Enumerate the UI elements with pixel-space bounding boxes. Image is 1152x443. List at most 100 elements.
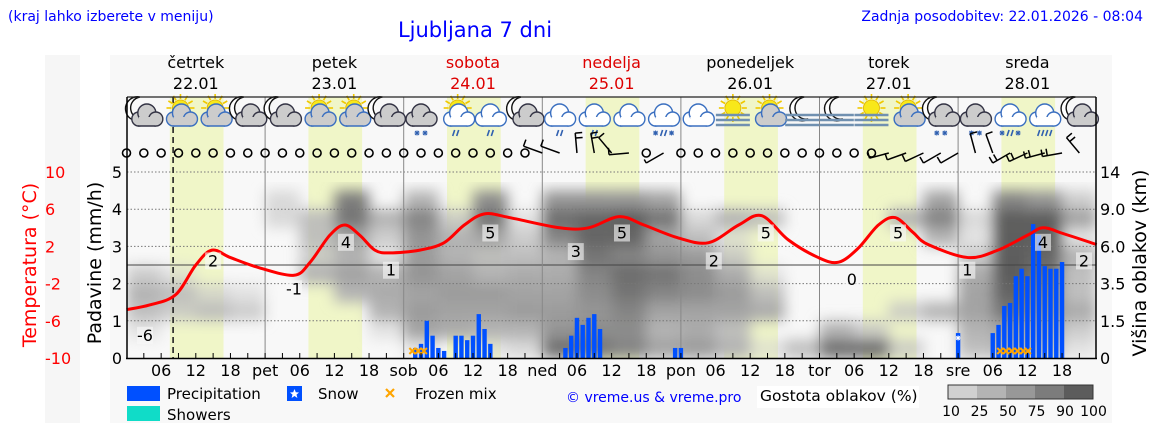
- cloud-cell: [992, 265, 1028, 284]
- cloud-cell: [646, 339, 681, 358]
- barb-feather: [1022, 151, 1027, 159]
- cloud-density-scale: 10 25 50 75 90 100: [942, 384, 1107, 420]
- sun-cloud-icon: [165, 94, 199, 127]
- day-date: 28.01: [1004, 74, 1050, 93]
- precip-tick-label: 3: [112, 237, 122, 256]
- temperature-label: 2: [208, 251, 218, 270]
- cloud-rain-icon: [1029, 103, 1062, 137]
- legend-showers-swatch: [127, 406, 160, 421]
- snow-star-icon: [290, 389, 299, 398]
- credit-link[interactable]: © vreme.us & vreme.pro: [566, 390, 741, 406]
- calm-wind-icon: [780, 148, 790, 158]
- cloud-cell: [403, 302, 439, 321]
- frozen-mix-marker: [414, 347, 422, 355]
- precipitation-bar: [955, 333, 961, 358]
- calm-wind-icon: [191, 148, 201, 158]
- temperature-label-bg: [890, 224, 907, 242]
- cloud-cell: [854, 320, 889, 340]
- calm-wind-icon: [468, 148, 478, 158]
- cloud-cell: [542, 227, 577, 247]
- cloud-base: [413, 117, 431, 126]
- calm-wind-icon: [814, 148, 825, 158]
- snow-flake: [414, 130, 420, 136]
- cloud-cell: [438, 302, 474, 321]
- cloud-cell: [473, 320, 508, 340]
- calm-wind-icon: [728, 148, 738, 158]
- temperature-tick-label: 10: [45, 163, 65, 182]
- barb-shaft: [523, 145, 543, 154]
- cloud-cell: [1062, 190, 1096, 210]
- frozen-mix-icon: [385, 388, 395, 398]
- temperature-label: 5: [617, 224, 627, 243]
- wind-barb-icon: [598, 132, 613, 154]
- cloud-base: [277, 117, 295, 126]
- barb-feather: [970, 131, 978, 135]
- cloud-cell: [958, 227, 993, 247]
- precip-tick-label: 1: [112, 312, 122, 331]
- temperature-label: 1: [386, 261, 396, 280]
- temperature-line: [126, 212, 1098, 312]
- temperature-label-bg: [757, 224, 774, 242]
- cloud-snow-icon: [405, 103, 438, 136]
- precipitation-bar: [563, 347, 568, 358]
- snow-marker: [955, 335, 961, 341]
- cloud-cell: [1062, 265, 1096, 284]
- cloud-cell: [369, 302, 404, 321]
- cloud-cell: [715, 339, 751, 358]
- legend-snow-label: Snow: [318, 385, 358, 403]
- wind-barb-icon: [936, 152, 959, 164]
- cloud-cell: [923, 190, 959, 210]
- cloud-cell: [542, 320, 577, 340]
- barb-feather: [575, 131, 583, 134]
- cloud-density-layer: [127, 190, 1096, 358]
- barb-feather: [992, 154, 998, 161]
- rain-drop: [1040, 129, 1045, 137]
- cloud-cell: [230, 302, 266, 321]
- cloud-cell: [646, 283, 681, 303]
- barb-shaft: [540, 145, 560, 154]
- barb-feather: [598, 132, 605, 139]
- barb-feather: [1027, 149, 1031, 158]
- cloud-cell: [127, 283, 162, 303]
- day-date: 27.01: [866, 74, 912, 93]
- temperature-label: 4: [341, 233, 351, 252]
- rain-drop: [486, 129, 491, 137]
- cloud-cell: [715, 283, 751, 303]
- cloud-cell: [369, 209, 404, 228]
- cloud-base: [346, 117, 364, 126]
- calm-wind-icon: [242, 148, 253, 158]
- x-tick-label: 06: [428, 361, 448, 380]
- cloud-base: [482, 117, 500, 126]
- frozen-mix-marker: [1024, 347, 1032, 355]
- cloud-cell: [507, 227, 543, 247]
- barb-feather: [1066, 132, 1073, 139]
- cloud-cell: [1062, 339, 1096, 358]
- sun-ray: [167, 100, 174, 105]
- sun-ray: [858, 100, 865, 105]
- cloud-base: [620, 117, 638, 126]
- barb-shaft: [1042, 152, 1063, 158]
- sun-ray: [202, 100, 208, 105]
- rain-drop: [490, 129, 495, 137]
- cloud-cell: [680, 320, 716, 340]
- temperature-label: 5: [485, 224, 495, 243]
- barb-feather: [919, 156, 925, 164]
- barb-shaft: [645, 152, 664, 164]
- temperature-label: 1: [962, 261, 972, 280]
- sun-cloud-icon: [304, 94, 337, 127]
- calm-wind-icon: [156, 148, 166, 158]
- cloud-cell: [438, 320, 474, 340]
- cloud-cell: [958, 209, 993, 228]
- cloud-cell: [854, 339, 889, 358]
- sun-ray: [878, 100, 884, 105]
- day-date: 23.01: [311, 74, 357, 93]
- legend-title-bg: [757, 386, 919, 408]
- x-tick-label: sob: [390, 361, 418, 380]
- precip-tick-label: 5: [112, 163, 122, 182]
- cloud-cell: [507, 246, 543, 265]
- sun-ray: [776, 100, 783, 105]
- sun-cloud-icon: [339, 94, 372, 127]
- snow-flake: [942, 130, 948, 136]
- cloud-cell: [923, 227, 959, 247]
- cloud-cell: [473, 190, 508, 210]
